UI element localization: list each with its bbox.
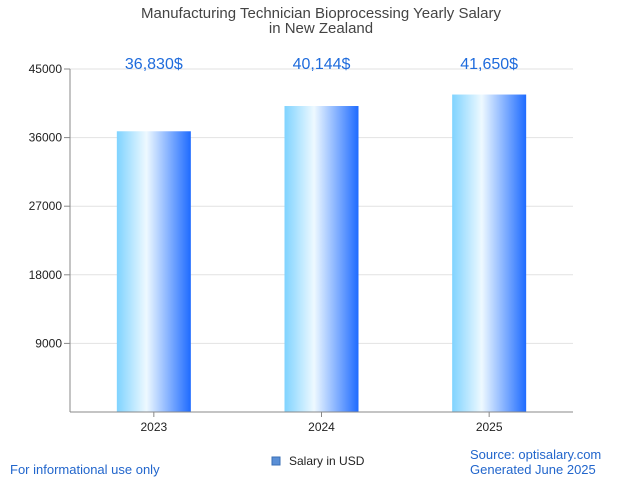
x-axis-ticks: 2023 2024 2025 [140, 412, 503, 434]
footer-disclaimer: For informational use only [10, 462, 160, 477]
y-tick-label: 27000 [29, 199, 63, 213]
legend-label: Salary in USD [289, 454, 365, 468]
x-tick-label-2025: 2025 [476, 420, 503, 434]
data-label-2024: 40,144$ [293, 56, 351, 73]
chart-title-line-1: Manufacturing Technician Bioprocessing Y… [141, 5, 501, 22]
x-tick-label-2023: 2023 [140, 420, 167, 434]
y-tick-label: 36000 [29, 131, 63, 145]
bar-2023 [116, 131, 191, 412]
legend-swatch [271, 456, 281, 466]
x-tick-label-2024: 2024 [308, 420, 335, 434]
y-tick-label: 9000 [35, 336, 62, 350]
y-axis-ticks: 9000 18000 27000 36000 45000 [29, 62, 70, 350]
data-label-2025: 41,650$ [460, 56, 518, 73]
data-labels: 36,830$ 40,144$ 41,650$ [125, 56, 518, 73]
bar-2024 [284, 106, 359, 412]
bar-2025 [452, 94, 527, 412]
legend: Salary in USD [271, 454, 365, 468]
bars [116, 94, 527, 412]
footer-source: Source: optisalary.com [470, 447, 601, 462]
chart-title-line-2: in New Zealand [269, 20, 373, 37]
y-tick-label: 18000 [29, 268, 63, 282]
data-label-2023: 36,830$ [125, 56, 183, 73]
footer-generated: Generated June 2025 [470, 462, 596, 477]
y-tick-label: 45000 [29, 62, 63, 76]
